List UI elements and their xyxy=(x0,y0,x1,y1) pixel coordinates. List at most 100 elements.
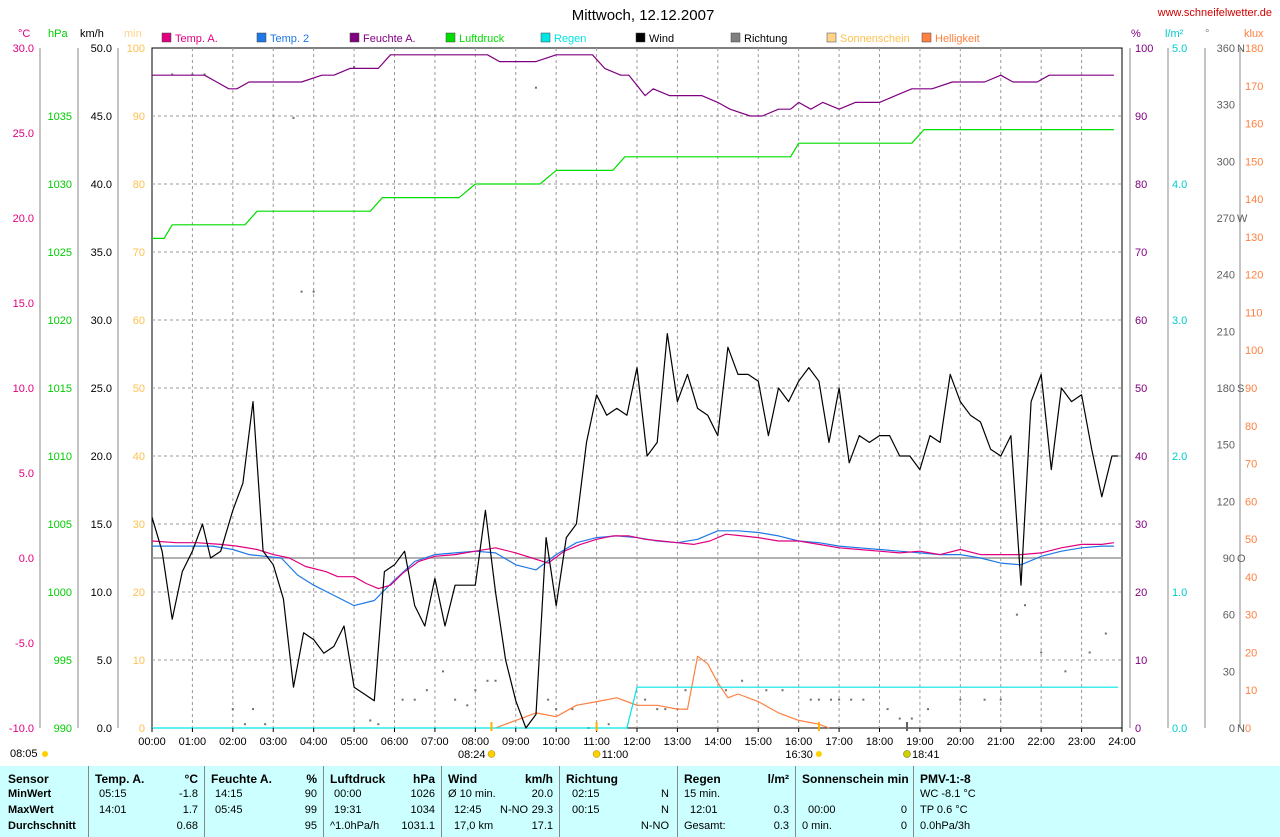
x-tick-label: 20:00 xyxy=(947,736,975,748)
axis-tick-label: 1015 xyxy=(48,383,72,395)
sun-max: 0 xyxy=(900,804,907,816)
row-label-min: MinWert xyxy=(8,788,52,800)
row-labels: Sensor MinWert MaxWert Durchschnitt xyxy=(0,766,88,837)
rain-unit-header: l/m² xyxy=(767,772,789,786)
legend-swatch xyxy=(635,32,646,43)
direction-point xyxy=(191,73,194,76)
legend-label: Temp. 2 xyxy=(270,33,309,45)
moon-icon xyxy=(903,750,911,758)
sun-total-label: 0 min. xyxy=(802,820,832,832)
direction-point xyxy=(983,698,986,701)
separator xyxy=(677,766,678,837)
axis-tick-label: 90 xyxy=(1245,383,1257,395)
series-line-luftdruck xyxy=(152,129,1114,239)
sun-marker-label: 16:30 xyxy=(785,749,813,761)
direction-min-time: 02:15 xyxy=(572,788,600,800)
pressure-trend: ^1.0hPa/h xyxy=(330,820,380,832)
rain-summary: Regen l/m² 15 min. 12:01 0.3 Gesamt: 0.3 xyxy=(678,766,795,837)
axis-tick-label: 300 xyxy=(1217,156,1235,168)
direction-point xyxy=(724,689,727,692)
series-line-temp-a- xyxy=(151,533,1114,590)
axis-tick-label: 100 xyxy=(1135,43,1153,55)
axis-tick-label: 0.0 xyxy=(19,553,34,565)
axis-tick-label: 20.0 xyxy=(91,451,112,463)
separator xyxy=(559,766,560,837)
compass-label: O xyxy=(1237,553,1246,565)
direction-point xyxy=(377,723,380,726)
axis-tick-label: 15.0 xyxy=(91,519,112,531)
axis-tick-label: 0.0 xyxy=(97,723,112,735)
legend-swatch xyxy=(161,32,172,43)
axis-tick-label: 5.0 xyxy=(97,655,112,667)
axis-tick-label: 30.0 xyxy=(91,315,112,327)
temp-min-time: 05:15 xyxy=(99,788,127,800)
axis-tick-label: 20 xyxy=(1245,647,1257,659)
axis-tick-label: 10 xyxy=(1245,685,1257,697)
plot-area xyxy=(151,54,1118,729)
sun-marker-label: 11:00 xyxy=(602,749,629,761)
direction-point xyxy=(898,717,901,720)
temp-avg: 0.68 xyxy=(176,820,198,832)
direction-point xyxy=(571,708,574,711)
axis-tick-label: 100 xyxy=(1245,345,1263,357)
pmv-header: PMV-1:-8 xyxy=(920,772,971,786)
direction-point xyxy=(781,689,784,692)
x-tick-label: 13:00 xyxy=(664,736,692,748)
axis-tick-label: 10.0 xyxy=(91,587,112,599)
x-tick-label: 04:00 xyxy=(300,736,328,748)
weather-chart: Mittwoch, 12.12.2007 www.schneifelwetter… xyxy=(9,7,1272,761)
website-label: www.schneifelwetter.de xyxy=(1157,7,1272,19)
sun-icon xyxy=(815,751,822,757)
axis-tick-label: 80 xyxy=(1135,179,1147,191)
direction-point xyxy=(264,723,267,726)
axis-tick-label: 0 xyxy=(1229,723,1235,735)
direction-point xyxy=(765,689,768,692)
axis-tick-label: 0 xyxy=(139,723,145,735)
temp-max-time: 14:01 xyxy=(99,804,127,816)
summary-panel: Sensor MinWert MaxWert Durchschnitt Temp… xyxy=(0,766,1280,837)
legend: Temp. A. Temp. 2 Feuchte A. Luftdruck Regen W… xyxy=(161,32,980,45)
separator xyxy=(913,766,914,837)
wind-unit-header: km/h xyxy=(524,772,553,786)
axis-tick-label: 1030 xyxy=(48,179,72,191)
direction-point xyxy=(555,708,558,711)
temp-unit-header: °C xyxy=(184,772,198,786)
sun-marker-label: 08:24 xyxy=(458,749,486,761)
x-tick-label: 00:00 xyxy=(138,736,166,748)
corner-time-label: 08:05 xyxy=(10,748,38,760)
legend-label: Temp. A. xyxy=(175,33,218,45)
axis-tick-label: 30 xyxy=(1245,610,1257,622)
direction-point xyxy=(171,73,174,76)
rain-max: 0.3 xyxy=(773,804,789,816)
direction-point xyxy=(656,708,659,711)
direction-point xyxy=(243,723,246,726)
separator xyxy=(441,766,442,837)
axis-tick-label: 70 xyxy=(1245,459,1257,471)
axis-tick-label: 30.0 xyxy=(13,43,34,55)
compass-label: N xyxy=(1237,43,1245,55)
humidity-unit-header: % xyxy=(306,772,317,786)
direction-point xyxy=(413,698,416,701)
separator xyxy=(795,766,796,837)
axis-tick-label: 60 xyxy=(1245,496,1257,508)
pmv-windchill: WC -8.1 °C xyxy=(920,788,976,800)
direction-point xyxy=(999,698,1002,701)
direction-point xyxy=(1040,651,1043,654)
axis-tick-label: 5.0 xyxy=(1172,43,1187,55)
axis-tick-label: 180 xyxy=(1245,43,1263,55)
sun-unit: min xyxy=(124,28,142,40)
direction-header: Richtung xyxy=(566,772,618,786)
pmv-pressure-trend: 0.0hPa/3h xyxy=(920,820,971,832)
axis-tick-label: 45.0 xyxy=(91,111,112,123)
axis-tick-label: 150 xyxy=(1217,440,1235,452)
direction-point xyxy=(838,698,841,701)
axis-tick-label: 10.0 xyxy=(13,383,34,395)
axis-tick-label: 40 xyxy=(1245,572,1257,584)
direction-point xyxy=(231,708,234,711)
axis-tick-label: 30 xyxy=(1223,666,1235,678)
axis-tick-label: 100 xyxy=(127,43,145,55)
x-tick-label: 11:00 xyxy=(583,736,610,748)
row-label-avg: Durchschnitt xyxy=(8,820,76,832)
separator xyxy=(323,766,324,837)
pmv-summary: PMV-1:-8 WC -8.1 °C TP 0.6 °C 0.0hPa/3h xyxy=(914,766,1034,837)
